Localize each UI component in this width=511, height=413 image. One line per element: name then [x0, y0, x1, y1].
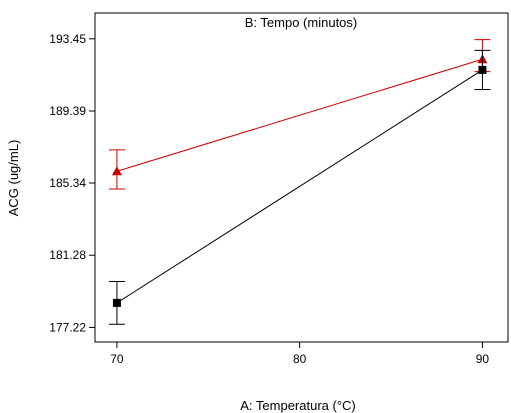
series-line [116, 58, 483, 172]
plot-area [94, 12, 509, 343]
series-square [108, 49, 491, 325]
y-axis-title: ACG (ug/mL) [6, 140, 21, 217]
x-tick-label: 70 [110, 352, 124, 366]
x-axis: 70 80 90 [110, 342, 489, 366]
data-point [111, 166, 122, 176]
x-axis-title: A: Temperatura (°C) [240, 398, 356, 413]
series-line [116, 69, 483, 304]
y-tick-label: 193.45 [49, 32, 86, 46]
series-layer [108, 39, 491, 325]
y-tick-label: 177.22 [49, 320, 86, 334]
y-tick-label: 189.39 [49, 104, 86, 118]
data-point [112, 298, 121, 307]
y-tick-label: 181.28 [49, 248, 86, 262]
x-tick-label: 90 [476, 352, 490, 366]
chart-title: B: Tempo (minutos) [245, 15, 357, 30]
y-tick-label: 185.34 [49, 176, 86, 190]
data-point [478, 65, 487, 74]
y-axis: 177.22 181.28 185.34 189.39 193.45 [49, 32, 95, 334]
x-tick-label: 80 [293, 352, 307, 366]
